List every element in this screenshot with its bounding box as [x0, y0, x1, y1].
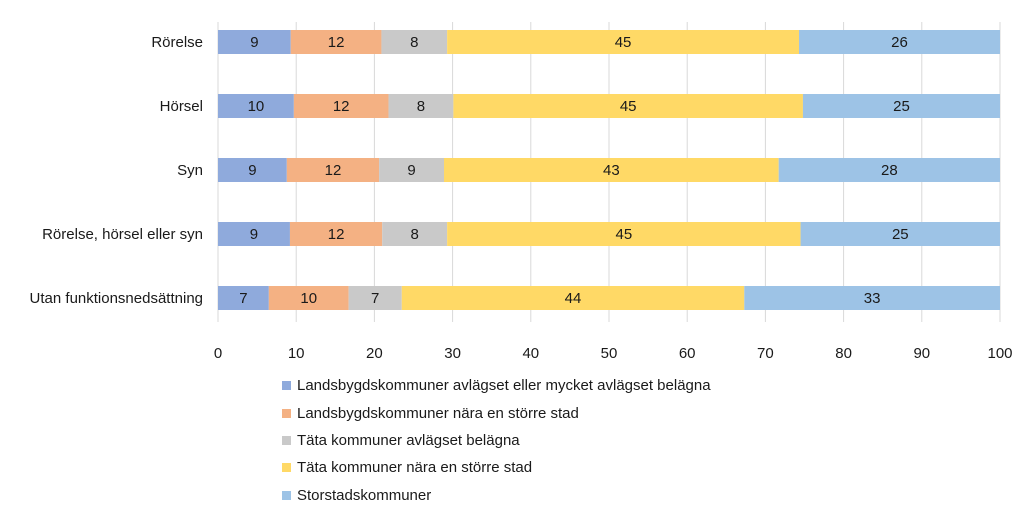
bars: 9 12 8 45 26 10 12 8 45 25 9 12 9 43 28 9 12 8 45 25 7 10 7 44 3…	[218, 30, 1000, 310]
bar-segment	[218, 222, 290, 246]
data-label: 44	[565, 290, 582, 307]
data-label: 45	[615, 34, 632, 51]
data-label: 28	[881, 162, 898, 179]
data-label: 12	[328, 226, 345, 243]
x-tick-label: 30	[444, 345, 461, 362]
data-label: 8	[411, 226, 419, 243]
data-label: 43	[603, 162, 620, 179]
bar-segment	[218, 94, 294, 118]
bar-segment	[381, 30, 448, 54]
bar-segment	[382, 222, 448, 246]
bar-segment	[447, 222, 801, 246]
legend-swatch	[282, 381, 291, 391]
data-label: 12	[333, 98, 350, 115]
data-label: 8	[417, 98, 425, 115]
bar-segment	[289, 222, 383, 246]
data-label: 12	[325, 162, 342, 179]
bar-segment	[218, 286, 269, 310]
legend-label: Täta kommuner nära en större stad	[297, 459, 533, 477]
data-label: 10	[248, 98, 265, 115]
bar-segment	[778, 158, 1000, 182]
legend-item-tata-avlagset: Täta kommuner avlägset belägna	[282, 427, 711, 454]
data-label: 25	[893, 98, 910, 115]
bar-segment	[218, 30, 291, 54]
x-tick-label: 90	[913, 345, 930, 362]
legend-label: Täta kommuner avlägset belägna	[297, 431, 520, 449]
bar-segment	[290, 30, 382, 54]
data-label: 7	[239, 290, 247, 307]
data-label: 33	[864, 290, 881, 307]
x-tick-label: 50	[601, 345, 618, 362]
data-label: 9	[407, 162, 415, 179]
data-label: 26	[891, 34, 908, 51]
bar-segment	[348, 286, 402, 310]
bar-segment	[286, 158, 380, 182]
legend-item-landsbygd-nara: Landsbygdskommuner nära en större stad	[282, 399, 711, 426]
legend-swatch	[282, 408, 291, 418]
bar-segment	[388, 94, 454, 118]
x-tick-label: 80	[835, 345, 852, 362]
legend-label: Landsbygdskommuner avlägset eller mycket…	[297, 377, 711, 395]
bar-segment	[293, 94, 389, 118]
legend-swatch	[282, 490, 291, 500]
bar-segment	[268, 286, 349, 310]
x-tick-label: 100	[987, 345, 1012, 362]
category-label: Rörelse	[151, 34, 203, 51]
x-axis-tick-labels: 0 10 20 30 40 50 60 70 80 90 100	[214, 345, 1013, 362]
legend-item-landsbygd-avlagset: Landsbygdskommuner avlägset eller mycket…	[282, 372, 711, 399]
data-label: 25	[892, 226, 909, 243]
bar-segment	[443, 158, 779, 182]
data-label: 9	[250, 226, 258, 243]
category-label: Syn	[177, 162, 203, 179]
legend-label: Landsbygdskommuner nära en större stad	[297, 404, 579, 422]
x-tick-label: 60	[679, 345, 696, 362]
category-label: Hörsel	[160, 98, 203, 115]
x-tick-label: 40	[522, 345, 539, 362]
category-label: Utan funktionsnedsättning	[30, 290, 203, 307]
bar-segment	[453, 94, 803, 118]
bar-segment	[802, 94, 1000, 118]
legend: Landsbygdskommuner avlägset eller mycket…	[282, 372, 711, 509]
x-tick-label: 70	[757, 345, 774, 362]
data-label: 45	[620, 98, 637, 115]
legend-item-storstad: Storstadskommuner	[282, 482, 711, 509]
legend-swatch	[282, 435, 291, 445]
stacked-bar-chart: 9 12 8 45 26 10 12 8 45 25 9 12 9 43 28 9 12 8 45 25 7 10 7 44 3…	[30, 22, 1013, 362]
category-labels: Rörelse Hörsel Syn Rörelse, hörsel eller sy…	[30, 34, 203, 307]
bar-segment	[800, 222, 1000, 246]
legend-swatch	[282, 463, 291, 473]
data-label: 45	[616, 226, 633, 243]
data-label: 7	[371, 290, 379, 307]
x-tick-label: 10	[288, 345, 305, 362]
bar-segment	[379, 158, 444, 182]
data-label: 12	[328, 34, 345, 51]
bar-segment	[447, 30, 800, 54]
bar-segment	[218, 158, 287, 182]
data-label: 8	[410, 34, 418, 51]
data-label: 9	[250, 34, 258, 51]
bar-segment	[799, 30, 1000, 54]
legend-item-tata-nara: Täta kommuner nära en större stad	[282, 454, 711, 481]
x-tick-label: 20	[366, 345, 383, 362]
bar-segment	[744, 286, 1000, 310]
data-label: 9	[248, 162, 256, 179]
category-label: Rörelse, hörsel eller syn	[42, 226, 203, 243]
x-tick-label: 0	[214, 345, 222, 362]
bar-segment	[401, 286, 745, 310]
data-label: 10	[300, 290, 317, 307]
legend-label: Storstadskommuner	[297, 486, 432, 504]
